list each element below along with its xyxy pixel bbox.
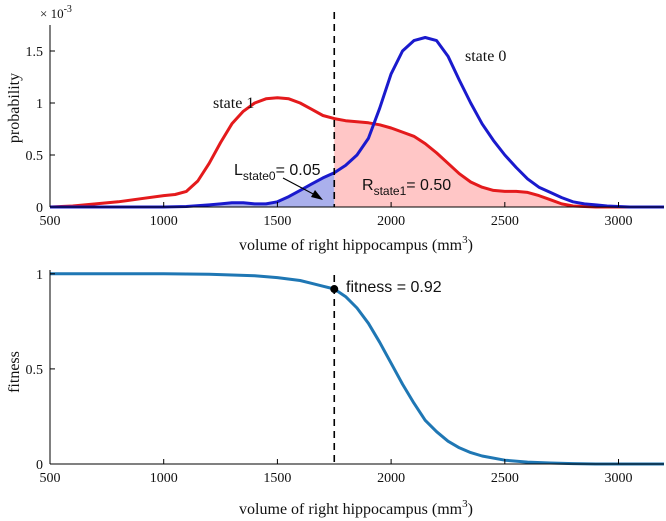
fitness-y-label: fitness	[6, 351, 23, 393]
probability-y-tick-label: 1.5	[26, 45, 44, 60]
state1-right-tail-area	[334, 118, 664, 207]
probability-x-label: volume of right hippocampus (mm3)	[239, 234, 473, 254]
fitness-y-tick-label: 0.5	[26, 363, 44, 378]
left-tail-annotation: Lstate0= 0.05	[234, 162, 321, 183]
probability-x-tick-label: 3000	[605, 214, 633, 229]
fitness-axes: 500 1000 1500 2000 2500 3000 0 0.5 1	[26, 268, 664, 486]
fitness-x-tick-label: 500	[40, 471, 61, 486]
fitness-line	[50, 272, 664, 466]
probability-axes: 500 1000 1500 2000 2500 3000 0 0.5 1 1.5	[26, 25, 664, 229]
probability-x-tick-label: 2500	[491, 214, 519, 229]
fitness-point	[330, 285, 339, 294]
fitness-x-tick-label: 3000	[605, 471, 633, 486]
probability-x-tick-label: 2000	[377, 214, 405, 229]
probability-y-tick-label: 1	[36, 97, 43, 112]
right-tail-annotation: Rstate1= 0.50	[362, 177, 451, 198]
shaded-regions	[50, 118, 664, 207]
state1-curve	[49, 96, 664, 209]
fitness-y-tick-label: 1	[36, 268, 43, 283]
exponent-label: × 10-3	[40, 4, 72, 21]
fitness-x-tick-label: 1500	[263, 471, 291, 486]
state0-left-tail-area	[50, 172, 335, 207]
probability-y-tick-label: 0	[36, 201, 43, 216]
left-tail-arrow	[282, 177, 323, 200]
fitness-curve	[50, 272, 664, 466]
density-curves	[49, 36, 664, 209]
state0-label: state 0	[465, 48, 506, 65]
fitness-y-tick-label: 0	[36, 458, 43, 473]
state1-label: state 1	[213, 95, 254, 112]
probability-y-label: probability	[6, 73, 23, 143]
state0-curve	[50, 36, 664, 209]
fitness-x-tick-label: 1000	[150, 471, 178, 486]
probability-chart: 500 1000 1500 2000 2500 3000 0 0.5 1 1.5 × 10-3 p…	[6, 4, 664, 254]
probability-y-tick-label: 0.5	[26, 149, 44, 164]
fitness-x-label: volume of right hippocampus (mm3)	[239, 498, 473, 518]
fitness-x-tick-label: 2000	[377, 471, 405, 486]
probability-x-tick-label: 500	[40, 214, 61, 229]
fitness-point-label: fitness = 0.92	[346, 279, 442, 296]
probability-x-tick-label: 1000	[150, 214, 178, 229]
fitness-x-tick-label: 2500	[491, 471, 519, 486]
fitness-chart: 500 1000 1500 2000 2500 3000 0 0.5 1 fitness = 0…	[6, 268, 664, 518]
probability-x-tick-label: 1500	[263, 214, 291, 229]
